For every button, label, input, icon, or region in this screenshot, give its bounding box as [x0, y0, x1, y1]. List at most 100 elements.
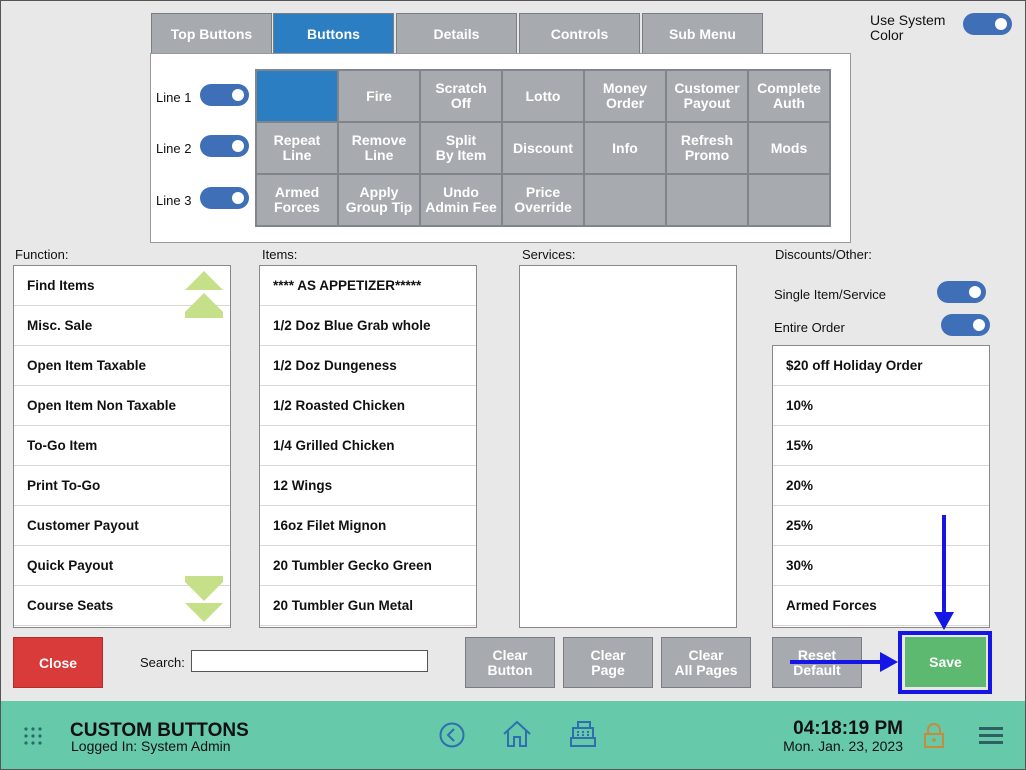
footer-bar: CUSTOM BUTTONS Logged In: System Admin 0…: [0, 701, 1026, 770]
list-item[interactable]: 20 Tumbler Gecko Green: [260, 546, 476, 586]
list-item[interactable]: Course Seats: [14, 586, 230, 626]
toggle-knob: [973, 319, 985, 331]
clear-page-button[interactable]: Clear Page: [563, 637, 653, 688]
list-item[interactable]: Armed Forces: [773, 586, 989, 626]
use-system-color-toggle[interactable]: [963, 13, 1012, 35]
list-item[interactable]: Customer Payout: [14, 506, 230, 546]
hamburger-menu-icon[interactable]: [979, 726, 1003, 746]
list-item[interactable]: Print To-Go: [14, 466, 230, 506]
grid-button-split-by-item[interactable]: Split By Item: [421, 123, 501, 173]
scroll-down-base-icon: [185, 576, 223, 582]
register-icon[interactable]: [569, 720, 597, 748]
grid-button-discount[interactable]: Discount: [503, 123, 583, 173]
list-item[interactable]: 1/2 Doz Dungeness: [260, 346, 476, 386]
tab-sub-menu[interactable]: Sub Menu: [642, 13, 763, 53]
list-item[interactable]: Open Item Non Taxable: [14, 386, 230, 426]
function-list: Find Items Misc. Sale Open Item Taxable …: [13, 265, 231, 628]
grid-button-scratch-off[interactable]: Scratch Off: [421, 71, 501, 121]
line-1-label: Line 1: [156, 90, 192, 105]
list-item[interactable]: Open Item Taxable: [14, 346, 230, 386]
entire-order-label: Entire Order: [774, 320, 845, 335]
single-item-toggle[interactable]: [937, 281, 986, 303]
scroll-up-icon[interactable]: [185, 293, 223, 312]
list-item[interactable]: 1/2 Doz Blue Grab whole: [260, 306, 476, 346]
line-2-label: Line 2: [156, 141, 192, 156]
services-list[interactable]: [519, 265, 737, 628]
reset-default-button[interactable]: Reset Default: [772, 637, 862, 688]
grid-button-fire[interactable]: Fire: [339, 71, 419, 121]
items-label: Items:: [262, 247, 298, 262]
home-icon[interactable]: [502, 720, 532, 748]
tab-details[interactable]: Details: [396, 13, 517, 53]
list-item[interactable]: 20%: [773, 466, 989, 506]
grid-button-mods[interactable]: Mods: [749, 123, 829, 173]
grid-button-info[interactable]: Info: [585, 123, 665, 173]
grid-button-price-override[interactable]: Price Override: [503, 175, 583, 225]
discounts-label: Discounts/Other:: [775, 247, 872, 262]
line-3-toggle[interactable]: [200, 187, 249, 209]
list-item[interactable]: 1/4 Grilled Chicken: [260, 426, 476, 466]
list-item[interactable]: Find Items: [14, 266, 230, 306]
entire-order-toggle[interactable]: [941, 314, 990, 336]
line-1-toggle[interactable]: [200, 84, 249, 106]
grid-button-empty[interactable]: [667, 175, 747, 225]
grid-button-empty-selected[interactable]: [257, 71, 337, 121]
tab-buttons[interactable]: Buttons: [273, 13, 394, 53]
back-circle-icon[interactable]: [439, 722, 465, 748]
list-item[interactable]: 30%: [773, 546, 989, 586]
list-item[interactable]: 16oz Filet Mignon: [260, 506, 476, 546]
grid-button-refresh-promo[interactable]: Refresh Promo: [667, 123, 747, 173]
clock-date: Mon. Jan. 23, 2023: [783, 738, 903, 754]
list-item[interactable]: 10%: [773, 386, 989, 426]
button-grid: Fire Scratch Off Lotto Money Order Custo…: [255, 69, 831, 227]
toggle-knob: [969, 286, 981, 298]
line-2-toggle[interactable]: [200, 135, 249, 157]
tab-controls[interactable]: Controls: [519, 13, 640, 53]
grid-button-customer-payout[interactable]: Customer Payout: [667, 71, 747, 121]
grid-button-undo-admin-fee[interactable]: Undo Admin Fee: [421, 175, 501, 225]
grid-button-repeat-line[interactable]: Repeat Line: [257, 123, 337, 173]
list-item[interactable]: To-Go Item: [14, 426, 230, 466]
logged-in-user: Logged In: System Admin: [71, 738, 231, 754]
list-item[interactable]: 20 Tumbler Gun Metal: [260, 586, 476, 626]
grid-button-apply-group-tip[interactable]: Apply Group Tip: [339, 175, 419, 225]
right-arrow-head: [880, 652, 898, 672]
single-item-label: Single Item/Service: [774, 287, 886, 302]
scroll-up-icon[interactable]: [185, 271, 223, 290]
search-input[interactable]: [191, 650, 428, 672]
discounts-list: $20 off Holiday Order 10% 15% 20% 25% 30…: [772, 345, 990, 628]
grid-button-empty[interactable]: [749, 175, 829, 225]
items-list: **** AS APPETIZER***** 1/2 Doz Blue Grab…: [259, 265, 477, 628]
scroll-down-icon[interactable]: [185, 603, 223, 622]
search-label: Search:: [140, 655, 185, 670]
tab-top-buttons[interactable]: Top Buttons: [151, 13, 272, 53]
grid-button-armed-forces[interactable]: Armed Forces: [257, 175, 337, 225]
list-item[interactable]: 25%: [773, 506, 989, 546]
list-item[interactable]: 15%: [773, 426, 989, 466]
list-item[interactable]: 12 Wings: [260, 466, 476, 506]
grid-button-lotto[interactable]: Lotto: [503, 71, 583, 121]
function-label: Function:: [15, 247, 69, 262]
save-button[interactable]: Save: [905, 637, 986, 687]
list-item[interactable]: 1/2 Roasted Chicken: [260, 386, 476, 426]
clear-button-button[interactable]: Clear Button: [465, 637, 555, 688]
grid-button-remove-line[interactable]: Remove Line: [339, 123, 419, 173]
line-3-label: Line 3: [156, 193, 192, 208]
page-title: CUSTOM BUTTONS: [70, 720, 249, 741]
scroll-up-base-icon: [185, 312, 223, 318]
list-item[interactable]: **** AS APPETIZER*****: [260, 266, 476, 306]
services-label: Services:: [522, 247, 576, 262]
apps-grid-icon[interactable]: [24, 727, 42, 745]
toggle-knob: [995, 18, 1007, 30]
grid-button-empty[interactable]: [585, 175, 665, 225]
clear-all-pages-button[interactable]: Clear All Pages: [661, 637, 751, 688]
scroll-down-icon[interactable]: [185, 582, 223, 601]
close-button[interactable]: Close: [13, 637, 103, 688]
list-item[interactable]: $20 off Holiday Order: [773, 346, 989, 386]
list-item[interactable]: Misc. Sale: [14, 306, 230, 346]
grid-button-money-order[interactable]: Money Order: [585, 71, 665, 121]
toggle-knob: [232, 89, 244, 101]
grid-button-complete-auth[interactable]: Complete Auth: [749, 71, 829, 121]
lock-icon[interactable]: [923, 723, 945, 749]
list-item[interactable]: Quick Payout: [14, 546, 230, 586]
